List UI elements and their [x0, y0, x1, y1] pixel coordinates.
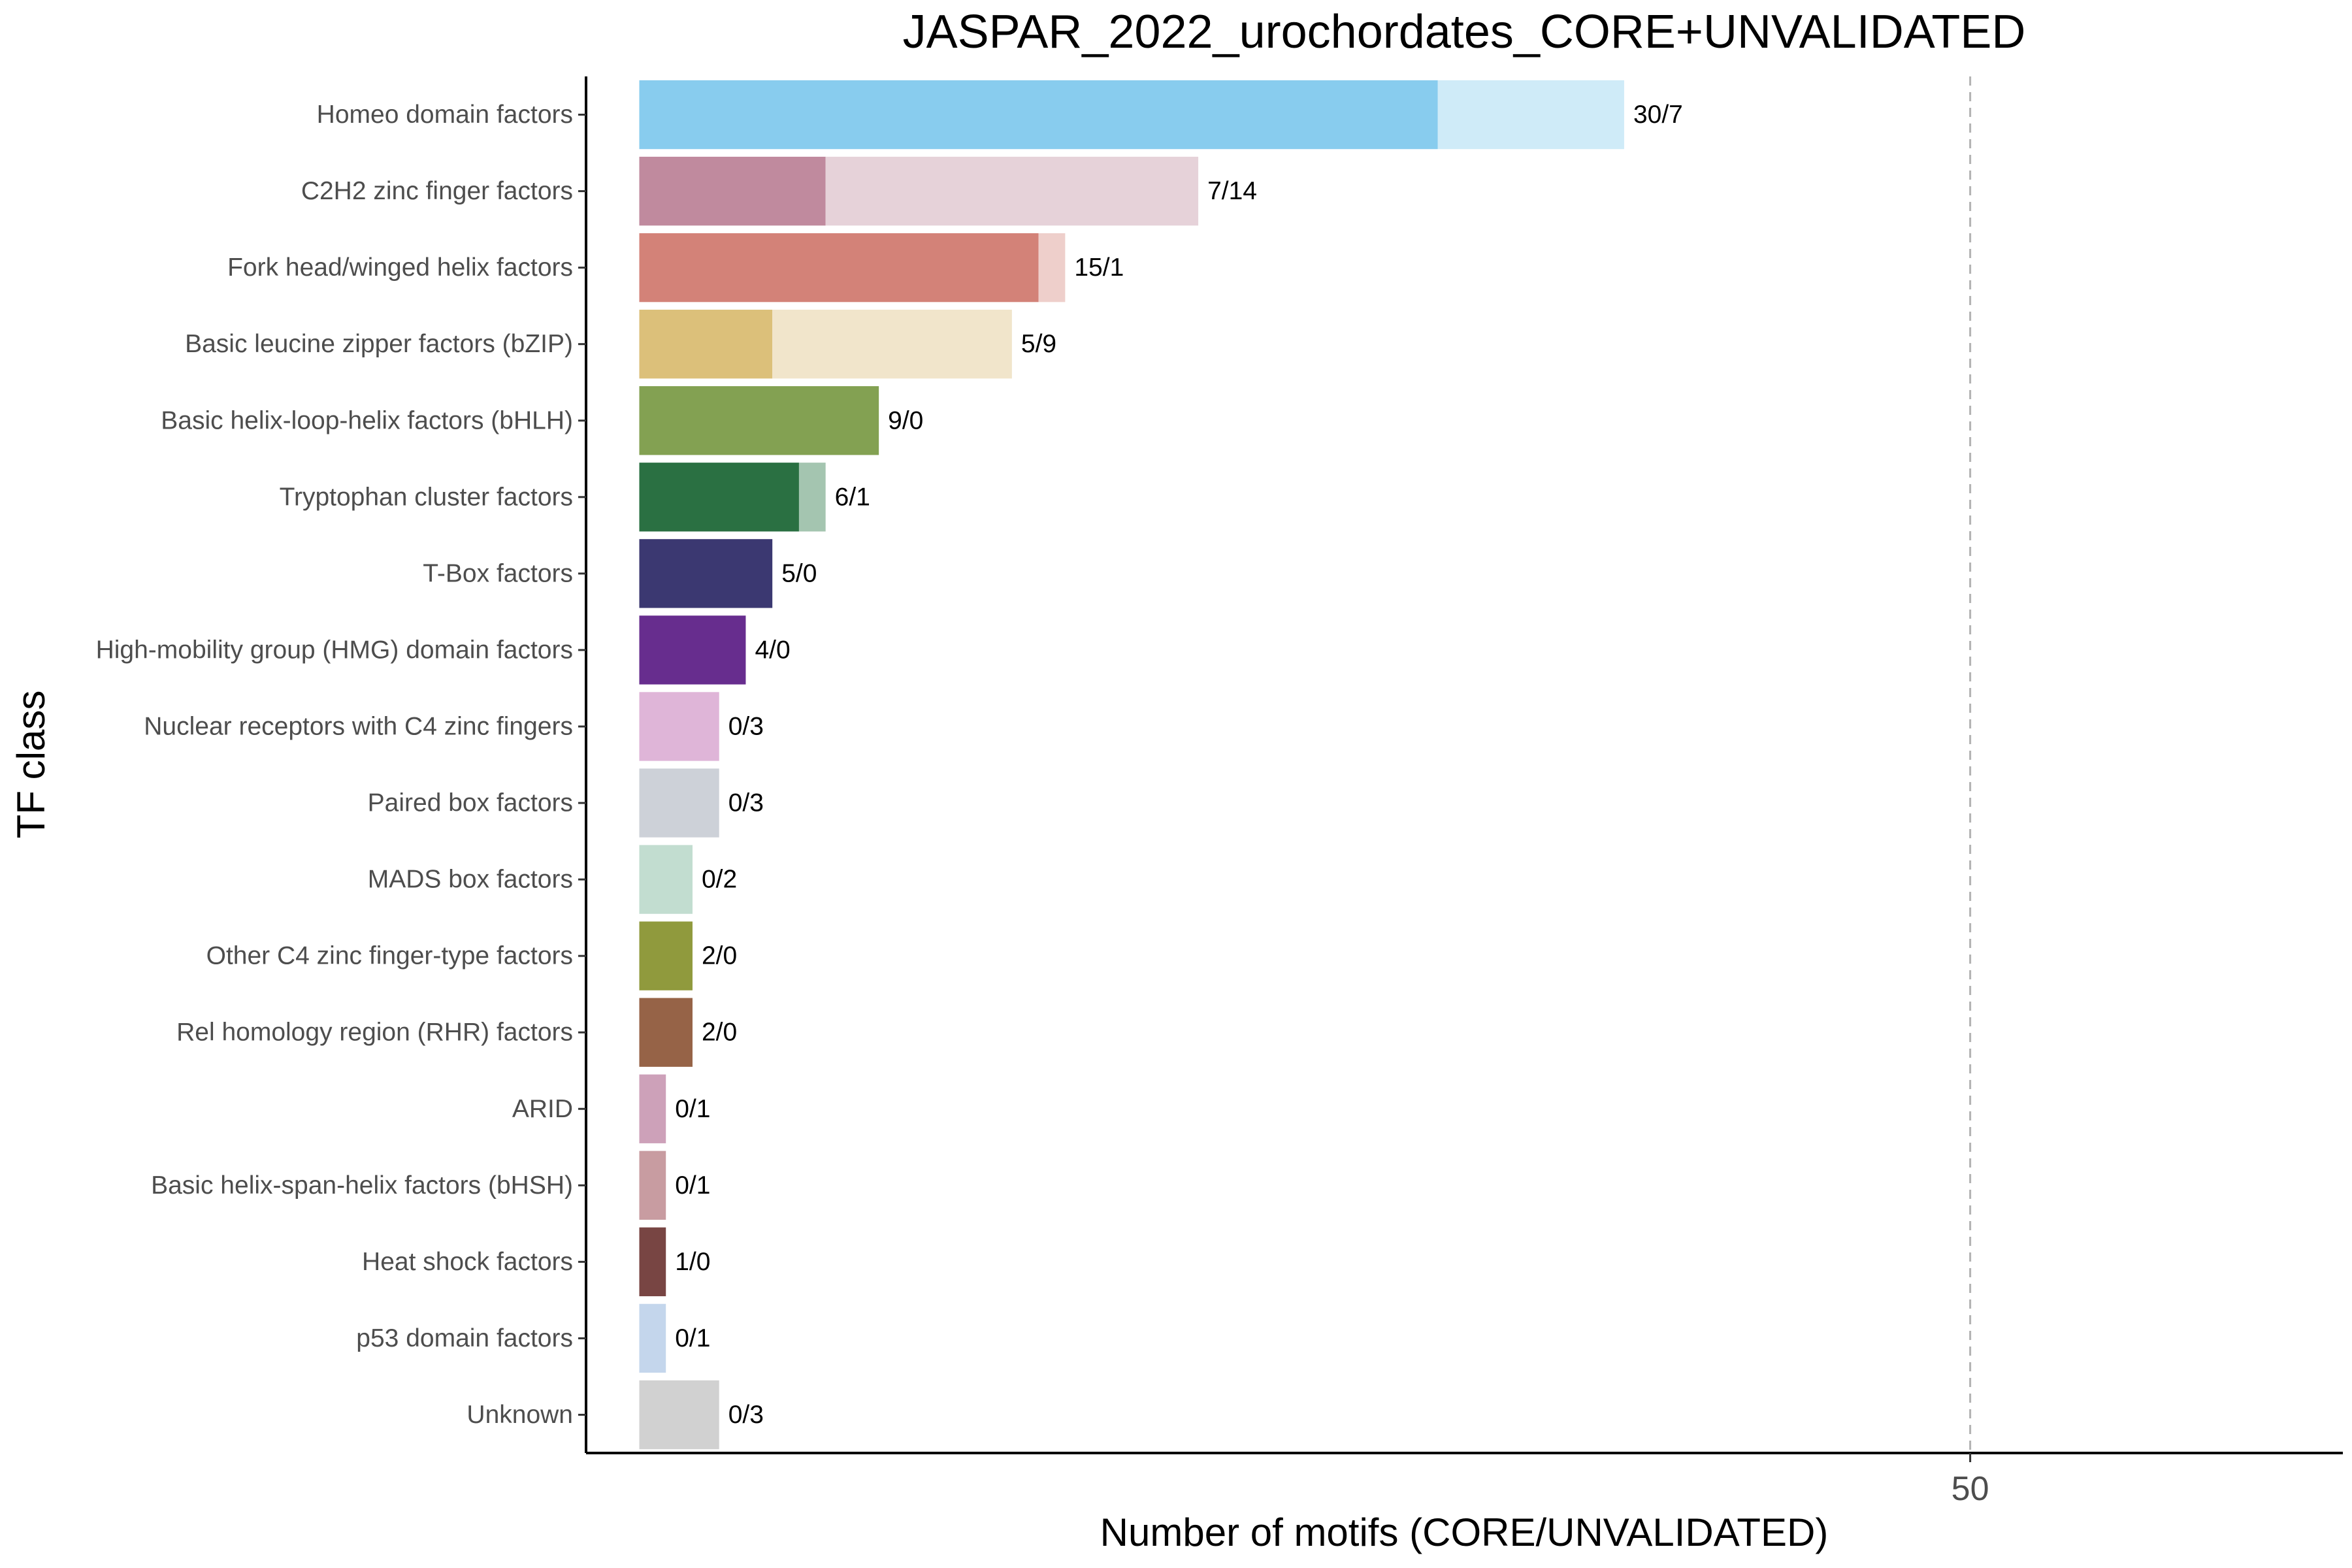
category-label: T-Box factors: [423, 559, 573, 587]
category-label: Other C4 zinc finger-type factors: [206, 942, 573, 970]
data-label: 2/0: [702, 942, 737, 970]
category-label: Fork head/winged helix factors: [227, 253, 573, 282]
category-labels: Homeo domain factors C2H2 zinc finger fac…: [96, 101, 573, 1429]
category-label: p53 domain factors: [356, 1324, 573, 1352]
data-label: 5/9: [1021, 330, 1056, 358]
bar-unvalidated: [639, 768, 719, 838]
category-label: Basic leucine zipper factors (bZIP): [185, 330, 573, 358]
data-label: 0/3: [728, 712, 764, 740]
bar-core: [639, 1227, 666, 1297]
x-axis-title: Number of motifs (CORE/UNVALIDATED): [1100, 1511, 1829, 1554]
category-label: MADS box factors: [368, 866, 573, 894]
bar-core: [639, 539, 773, 608]
category-label: Homeo domain factors: [317, 101, 573, 129]
data-label: 30/7: [1633, 101, 1683, 129]
bar-unvalidated: [639, 845, 693, 914]
data-label: 6/1: [835, 483, 870, 511]
bar-core: [639, 998, 693, 1067]
data-label: 15/1: [1074, 253, 1124, 282]
data-label: 1/0: [675, 1248, 710, 1276]
data-label: 0/3: [728, 1401, 764, 1429]
category-label: Basic helix-loop-helix factors (bHLH): [161, 406, 573, 434]
bars: [639, 80, 1624, 1450]
data-label: 0/1: [675, 1171, 710, 1200]
bar-core: [639, 310, 773, 379]
category-label: High-mobility group (HMG) domain factors: [96, 636, 573, 664]
y-axis-title: TF class: [9, 691, 53, 839]
bar-unvalidated: [639, 1151, 666, 1220]
bar-unvalidated: [825, 156, 1199, 226]
bar-unvalidated: [1437, 80, 1624, 150]
bar-unvalidated: [772, 310, 1012, 379]
bar-core: [639, 615, 746, 685]
x-axis-ticks: 50: [1952, 1453, 1989, 1508]
bar-unvalidated: [639, 692, 719, 761]
data-label: 0/1: [675, 1324, 710, 1352]
category-label: Tryptophan cluster factors: [280, 483, 573, 511]
bar-unvalidated: [639, 1303, 666, 1373]
category-label: C2H2 zinc finger factors: [301, 177, 573, 205]
bar-core: [639, 156, 826, 226]
data-label: 5/0: [781, 559, 817, 587]
category-label: ARID: [512, 1095, 573, 1123]
bar-core: [639, 233, 1039, 302]
data-label: 0/1: [675, 1095, 710, 1123]
category-label: Rel homology region (RHR) factors: [176, 1019, 573, 1047]
bar-core: [639, 80, 1438, 150]
bar-unvalidated: [1038, 233, 1066, 302]
bar-core: [639, 463, 799, 532]
category-label: Basic helix-span-helix factors (bHSH): [151, 1171, 573, 1200]
data-label: 4/0: [755, 636, 790, 664]
category-label: Paired box factors: [368, 789, 573, 817]
chart-title: JASPAR_2022_urochordates_CORE+UNVALIDATE…: [903, 6, 2026, 58]
data-label: 7/14: [1207, 177, 1257, 205]
data-label: 9/0: [888, 406, 923, 434]
data-label: 2/0: [702, 1019, 737, 1047]
y-axis-ticks: [578, 114, 586, 1416]
category-label: Nuclear receptors with C4 zinc fingers: [144, 712, 573, 740]
bar-unvalidated: [798, 463, 826, 532]
x-tick-label: 50: [1952, 1470, 1989, 1508]
bar-core: [639, 386, 879, 455]
data-labels: 30/7 7/14 15/1 5/9 9/0 6/1 5/0 4/0 0/3 0/3 0/2 2/0 2…: [675, 101, 1683, 1429]
data-label: 0/3: [728, 789, 764, 817]
data-label: 0/2: [702, 866, 737, 894]
bar-unvalidated: [639, 1074, 666, 1143]
category-label: Unknown: [466, 1401, 573, 1429]
bar-unvalidated: [639, 1380, 719, 1450]
category-label: Heat shock factors: [362, 1248, 573, 1276]
bar-core: [639, 921, 693, 990]
